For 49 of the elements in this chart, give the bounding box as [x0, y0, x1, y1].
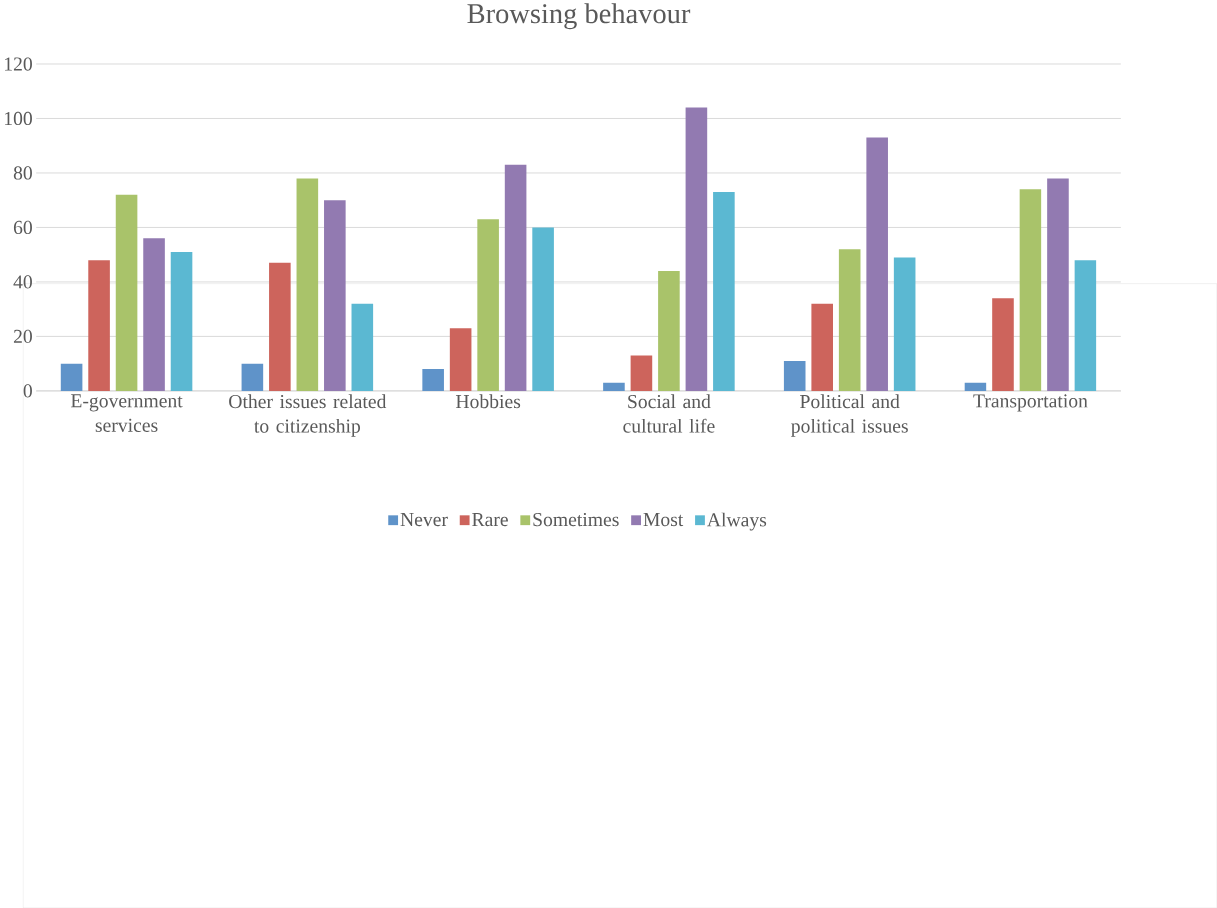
x-tick-label: Transportation: [973, 394, 1088, 412]
bar: [422, 369, 444, 391]
bar: [603, 382, 625, 391]
y-tick-label: 0: [23, 384, 32, 398]
legend-label: Rare: [472, 512, 508, 527]
chart-title: Browsing behavour: [467, 3, 691, 30]
bar: [685, 107, 708, 391]
x-tick-label: Political and political issues: [791, 394, 908, 437]
bar: [504, 164, 527, 391]
bar: [1019, 189, 1042, 391]
bar: [324, 200, 346, 391]
y-tick-label: 20: [13, 329, 32, 343]
bar: [477, 219, 499, 391]
bar: [783, 360, 806, 391]
legend-label: Always: [707, 512, 767, 531]
bar: [811, 303, 833, 391]
bar: [269, 262, 291, 391]
bar: [964, 382, 987, 391]
bar: [88, 260, 110, 391]
bar: [866, 137, 888, 391]
bar: [713, 191, 735, 391]
bar: [1047, 178, 1069, 391]
bar: [241, 363, 264, 391]
x-tick-label: Other issues related to citizenship: [229, 394, 387, 437]
x-tick-label: Hobbies: [455, 394, 521, 409]
y-tick-label: 80: [13, 166, 32, 180]
bar: [658, 270, 680, 391]
y-tick-label: 100: [5, 111, 32, 126]
bar: [838, 249, 861, 391]
bar: [992, 298, 1014, 391]
bar: [893, 257, 916, 391]
bar: [115, 194, 138, 391]
bar: [449, 328, 472, 391]
x-tick-label: E-government services: [70, 394, 183, 432]
bar: [532, 227, 554, 391]
y-tick-label: 40: [13, 275, 32, 289]
legend-label: Never: [400, 512, 448, 527]
bar: [60, 363, 83, 391]
legend-label: Most: [643, 512, 684, 527]
bar: [170, 251, 193, 391]
legend-label: Sometimes: [533, 512, 619, 527]
bar: [351, 303, 374, 391]
bar: [1074, 260, 1097, 391]
x-tick-label: Social and cultural life: [623, 394, 715, 433]
bar: [296, 178, 319, 391]
y-tick-label: 60: [13, 220, 32, 234]
bar: [143, 238, 165, 391]
bar: [630, 355, 653, 391]
y-tick-label: 120: [5, 57, 32, 71]
